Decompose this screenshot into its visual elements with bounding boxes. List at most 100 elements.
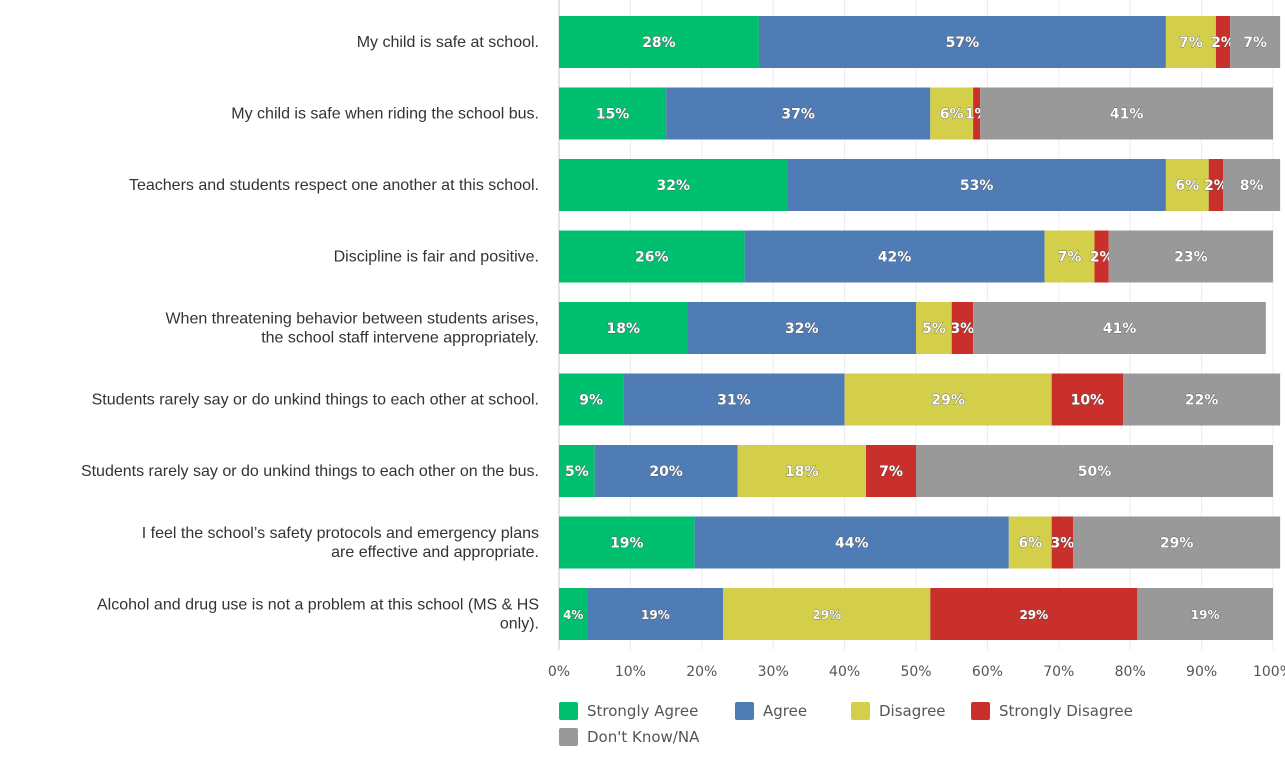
bar-segment (1137, 588, 1273, 640)
bar-value-label: 9% (579, 393, 603, 409)
bar-value-label: 29% (931, 393, 965, 409)
bar-segment (866, 445, 916, 497)
bar-value-label: 19% (641, 608, 670, 622)
bar-segment (973, 87, 981, 140)
category-label-line: are effective and appropriate. (331, 544, 539, 561)
legend: Strongly Agree Agree Disagree Strongly Disa… (559, 702, 1133, 746)
bar-segment (1165, 159, 1209, 211)
legend-label: Agree (763, 702, 807, 720)
x-tick-label: 80% (1115, 664, 1146, 680)
legend-swatch (971, 702, 990, 720)
bar-value-label: 29% (1160, 536, 1194, 552)
bars: 28% 57% 7% 2% 7%15% 37% 6% 1% 41%32% 53% 6% 2% 8%26%… (559, 16, 1281, 640)
x-axis-ticks: 0% 10% 20% 30% 40% 50% 60% 70% 80% 90% 100% (548, 664, 1285, 680)
x-tick-label: 0% (548, 664, 570, 680)
category-label-line: When threatening behavior between studen… (165, 311, 539, 328)
bar-value-label: 26% (635, 250, 669, 266)
bar-value-label: 41% (1103, 321, 1137, 337)
bar-value-label: 3% (1050, 536, 1074, 552)
bar-value-label: 7% (879, 464, 903, 480)
bar-segment (723, 588, 931, 640)
bar-segment (559, 87, 667, 140)
bar-segment (1008, 516, 1052, 569)
bar-segment (916, 445, 1273, 497)
legend-swatch (851, 702, 870, 720)
bar-segment (973, 302, 1266, 354)
x-tick-label: 30% (758, 664, 789, 680)
bar-segment (687, 302, 916, 354)
bar-value-label: 10% (1071, 393, 1105, 409)
bar-segment (1230, 16, 1281, 68)
bar-value-label: 31% (717, 393, 751, 409)
bar-segment (559, 373, 624, 426)
bar-value-label: 37% (781, 107, 815, 123)
bar-value-label: 32% (656, 178, 690, 194)
bar-segment (1044, 230, 1095, 283)
legend-swatch (559, 702, 578, 720)
legend-label: Disagree (879, 702, 946, 720)
category-label-line: Students rarely say or do unkind things … (92, 392, 539, 409)
bar-value-label: 18% (607, 321, 641, 337)
x-tick-label: 50% (900, 664, 931, 680)
x-tick-label: 70% (1043, 664, 1074, 680)
bar-segment (559, 516, 695, 569)
bar-segment (744, 230, 1045, 283)
bar-segment (694, 516, 1009, 569)
bar-value-label: 15% (596, 107, 630, 123)
category-label: Students rarely say or do unkind things … (92, 392, 539, 409)
bar-segment (844, 373, 1052, 426)
bar-segment (623, 373, 845, 426)
bar-segment (1051, 516, 1074, 569)
bar-segment (916, 302, 952, 354)
x-tick-label: 10% (615, 664, 646, 680)
legend-swatch (559, 728, 578, 746)
category-label: Discipline is fair and positive. (334, 249, 539, 266)
bar-value-label: 6% (1018, 536, 1042, 552)
bar-value-label: 50% (1078, 464, 1112, 480)
x-tick-label: 20% (686, 664, 717, 680)
bar-value-label: 7% (1243, 35, 1267, 51)
bar-segment (758, 16, 1166, 68)
bar-segment (737, 445, 867, 497)
bar-value-label: 3% (951, 321, 975, 337)
bar-segment (559, 445, 595, 497)
bar-segment (666, 87, 931, 140)
bar-segment (1215, 16, 1231, 68)
bar-value-label: 2% (1211, 35, 1235, 51)
bar-segment (951, 302, 974, 354)
bar-segment (559, 16, 759, 68)
bar-segment (787, 159, 1166, 211)
category-label: Teachers and students respect one anothe… (129, 177, 539, 194)
legend-label: Strongly Disagree (999, 702, 1133, 720)
category-label-line: only). (500, 616, 539, 633)
bar-value-label: 7% (1179, 35, 1203, 51)
category-labels: My child is safe at school. My child is s… (81, 34, 539, 633)
category-label-line: I feel the school’s safety protocols and… (142, 525, 539, 542)
bar-segment (1208, 159, 1224, 211)
category-label-line: Discipline is fair and positive. (334, 249, 539, 266)
bar-segment (594, 445, 738, 497)
category-label: I feel the school’s safety protocols and… (142, 525, 539, 561)
bar-value-label: 53% (960, 178, 994, 194)
category-label-line: the school staff intervene appropriately… (261, 330, 539, 347)
category-label-line: Alcohol and drug use is not a problem at… (97, 597, 539, 614)
bar-value-label: 6% (1175, 178, 1199, 194)
bar-segment (559, 588, 588, 640)
bar-segment (980, 87, 1273, 140)
category-label: Students rarely say or do unkind things … (81, 463, 539, 480)
category-label: Alcohol and drug use is not a problem at… (97, 597, 539, 633)
bar-value-label: 28% (642, 35, 676, 51)
category-label-line: My child is safe at school. (357, 34, 539, 51)
bar-value-label: 32% (785, 321, 819, 337)
bar-segment (559, 302, 688, 354)
bar-value-label: 18% (785, 464, 819, 480)
category-label: My child is safe at school. (357, 34, 539, 51)
x-tick-label: 60% (972, 664, 1003, 680)
category-label-line: Teachers and students respect one anothe… (129, 177, 539, 194)
category-label-line: My child is safe when riding the school … (231, 106, 539, 123)
bar-value-label: 4% (563, 608, 583, 622)
bar-value-label: 42% (878, 250, 912, 266)
bar-segment (559, 230, 745, 283)
bar-value-label: 22% (1185, 393, 1219, 409)
